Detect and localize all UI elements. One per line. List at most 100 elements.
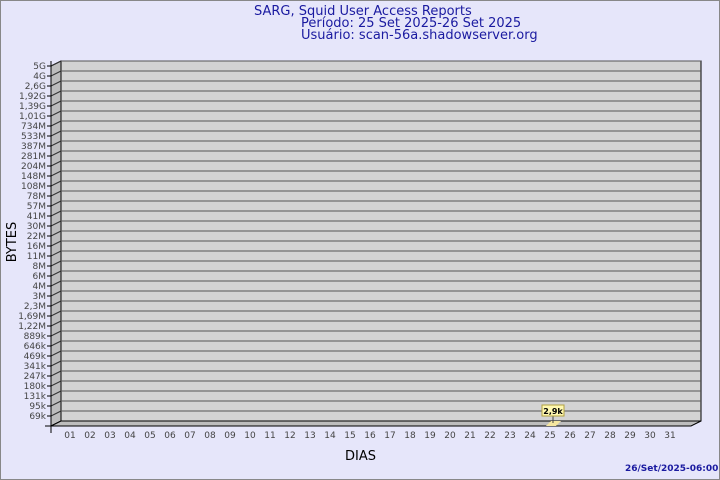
- x-tick-label: 16: [364, 431, 376, 441]
- y-tick-label: 646k: [24, 342, 47, 352]
- x-tick-label: 04: [124, 431, 136, 441]
- grid-diagonal: [50, 320, 62, 327]
- x-tick-label: 18: [404, 431, 416, 441]
- grid-diagonal: [50, 140, 62, 147]
- y-tick-label: 4G: [33, 72, 46, 82]
- x-tick-label: 09: [224, 431, 236, 441]
- x-tick-label: 25: [544, 431, 555, 441]
- x-axis-label: DIAS: [345, 449, 376, 464]
- x-tick-label: 15: [344, 431, 355, 441]
- x-tick-label: 03: [104, 431, 115, 441]
- x-tick-label: 20: [444, 431, 456, 441]
- y-tick-label: 6M: [33, 272, 47, 282]
- x-tick-label: 07: [184, 431, 195, 441]
- chart-title: SARG, Squid User Access Reports: [254, 4, 472, 19]
- x-tick-label: 06: [164, 431, 176, 441]
- y-tick-label: 2,3M: [24, 302, 46, 312]
- y-tick-label: 180k: [24, 382, 47, 392]
- y-tick-label: 1,22M: [18, 322, 46, 332]
- x-tick-label: 08: [204, 431, 216, 441]
- y-tick-label: 30M: [27, 222, 46, 232]
- y-tick-label: 1,39G: [19, 102, 46, 112]
- x-tick-label: 29: [624, 431, 636, 441]
- grid-diagonal: [50, 80, 62, 87]
- y-tick-label: 469k: [24, 352, 47, 362]
- grid-diagonal: [50, 160, 62, 167]
- x-tick-label: 21: [464, 431, 475, 441]
- grid-diagonal: [50, 290, 62, 297]
- y-tick-label: 95k: [29, 402, 46, 412]
- y-tick-label: 387M: [21, 142, 46, 152]
- data-label: 2,9k: [543, 407, 563, 416]
- y-tick-label: 131k: [24, 392, 47, 402]
- grid-diagonal: [50, 200, 62, 207]
- y-tick-label: 281M: [21, 152, 46, 162]
- bar: [546, 421, 561, 426]
- grid-diagonal: [50, 150, 62, 157]
- grid-diagonal: [50, 340, 62, 347]
- y-tick-label: 78M: [27, 192, 46, 202]
- y-tick-label: 57M: [27, 202, 46, 212]
- grid-diagonal: [50, 210, 62, 217]
- y-tick-label: 2,6G: [25, 82, 46, 92]
- grid-diagonal: [50, 260, 62, 267]
- y-tick-label: 5G: [33, 62, 46, 72]
- x-tick-label: 23: [504, 431, 515, 441]
- y-tick-label: 41M: [27, 212, 46, 222]
- y-tick-label: 1,01G: [19, 112, 46, 122]
- x-tick-label: 02: [84, 431, 95, 441]
- plot-floor: [50, 420, 702, 427]
- timestamp: 26/Set/2025-06:00: [625, 464, 719, 474]
- x-tick-label: 28: [604, 431, 616, 441]
- grid-diagonal: [50, 190, 62, 197]
- grid-diagonal: [50, 330, 62, 337]
- y-tick-label: 148M: [21, 172, 46, 182]
- y-tick-label: 4M: [33, 282, 47, 292]
- x-tick-label: 11: [264, 431, 275, 441]
- grid-diagonal: [50, 180, 62, 187]
- y-tick-label: 204M: [21, 162, 46, 172]
- grid-diagonal: [50, 400, 62, 407]
- x-tick-label: 24: [524, 431, 536, 441]
- y-tick-label: 247k: [24, 372, 47, 382]
- grid-diagonal: [50, 280, 62, 287]
- grid-diagonal: [50, 90, 62, 97]
- y-tick-label: 108M: [21, 182, 46, 192]
- grid-diagonal: [50, 70, 62, 77]
- y-tick-label: 341k: [24, 362, 47, 372]
- grid-diagonal: [50, 120, 62, 127]
- y-tick-label: 1,69M: [18, 312, 46, 322]
- y-tick-label: 3M: [33, 292, 47, 302]
- grid-diagonal: [50, 360, 62, 367]
- grid-diagonal: [50, 170, 62, 177]
- chart-period: Período: 25 Set 2025-26 Set 2025: [301, 16, 522, 31]
- x-tick-label: 01: [64, 431, 75, 441]
- grid-diagonal: [50, 250, 62, 257]
- x-tick-label: 14: [324, 431, 336, 441]
- y-tick-label: 16M: [27, 242, 46, 252]
- y-tick-label: 1,92G: [19, 92, 46, 102]
- grid-diagonal: [50, 110, 62, 117]
- x-tick-label: 12: [284, 431, 295, 441]
- y-tick-label: 22M: [27, 232, 46, 242]
- grid-diagonal: [50, 390, 62, 397]
- grid-diagonal: [50, 60, 62, 67]
- x-tick-label: 30: [644, 431, 656, 441]
- grid-diagonal: [50, 370, 62, 377]
- x-tick-label: 19: [424, 431, 436, 441]
- x-tick-label: 17: [384, 431, 395, 441]
- y-tick-label: 889k: [24, 332, 47, 342]
- grid-diagonal: [50, 240, 62, 247]
- x-tick-label: 10: [244, 431, 256, 441]
- x-tick-label: 31: [664, 431, 675, 441]
- x-tick-label: 22: [484, 431, 495, 441]
- chart-user: Usuário: scan-56a.shadowserver.org: [301, 28, 538, 43]
- y-tick-label: 69k: [29, 412, 46, 422]
- grid-diagonal: [50, 410, 62, 417]
- y-tick-label: 533M: [21, 132, 46, 142]
- grid-diagonal: [50, 310, 62, 317]
- grid-diagonal: [50, 300, 62, 307]
- data-label-box: [541, 404, 565, 417]
